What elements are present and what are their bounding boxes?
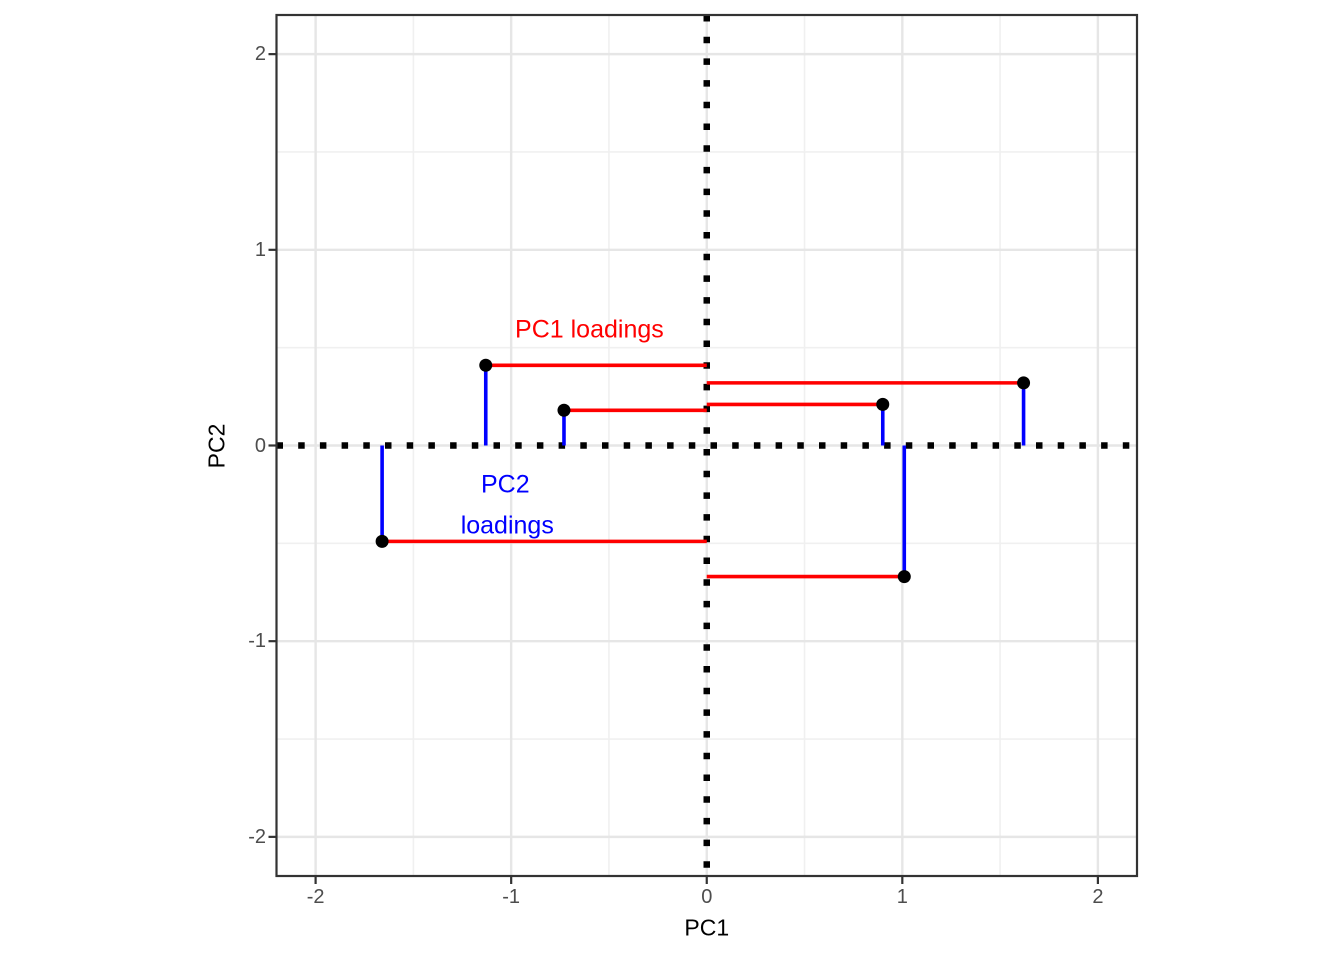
- data-point: [876, 397, 890, 411]
- data-point: [897, 570, 911, 584]
- y-axis-title: PC2: [203, 423, 230, 468]
- y-tick-label: -1: [248, 630, 266, 653]
- x-tick-label: 1: [896, 886, 908, 908]
- x-tick-label: 2: [1092, 886, 1104, 908]
- pc1-loadings-label: PC1 loadings: [515, 315, 664, 344]
- x-tick-label: 0: [701, 886, 713, 908]
- x-axis-title: PC1: [684, 914, 730, 941]
- y-tick-label: -2: [248, 825, 266, 848]
- y-tick-label: 1: [254, 238, 266, 261]
- x-tick-label: -2: [306, 886, 325, 908]
- pc2-loadings-label-line2: loadings: [460, 511, 554, 540]
- pc2-loadings-label-line1: PC2: [480, 470, 530, 499]
- y-tick-label: 2: [254, 43, 266, 66]
- data-point: [375, 534, 389, 548]
- x-tick-label: -1: [502, 886, 521, 908]
- data-point: [479, 358, 493, 372]
- data-point: [557, 403, 571, 417]
- data-point: [1017, 376, 1031, 390]
- y-tick-label: 0: [254, 434, 266, 457]
